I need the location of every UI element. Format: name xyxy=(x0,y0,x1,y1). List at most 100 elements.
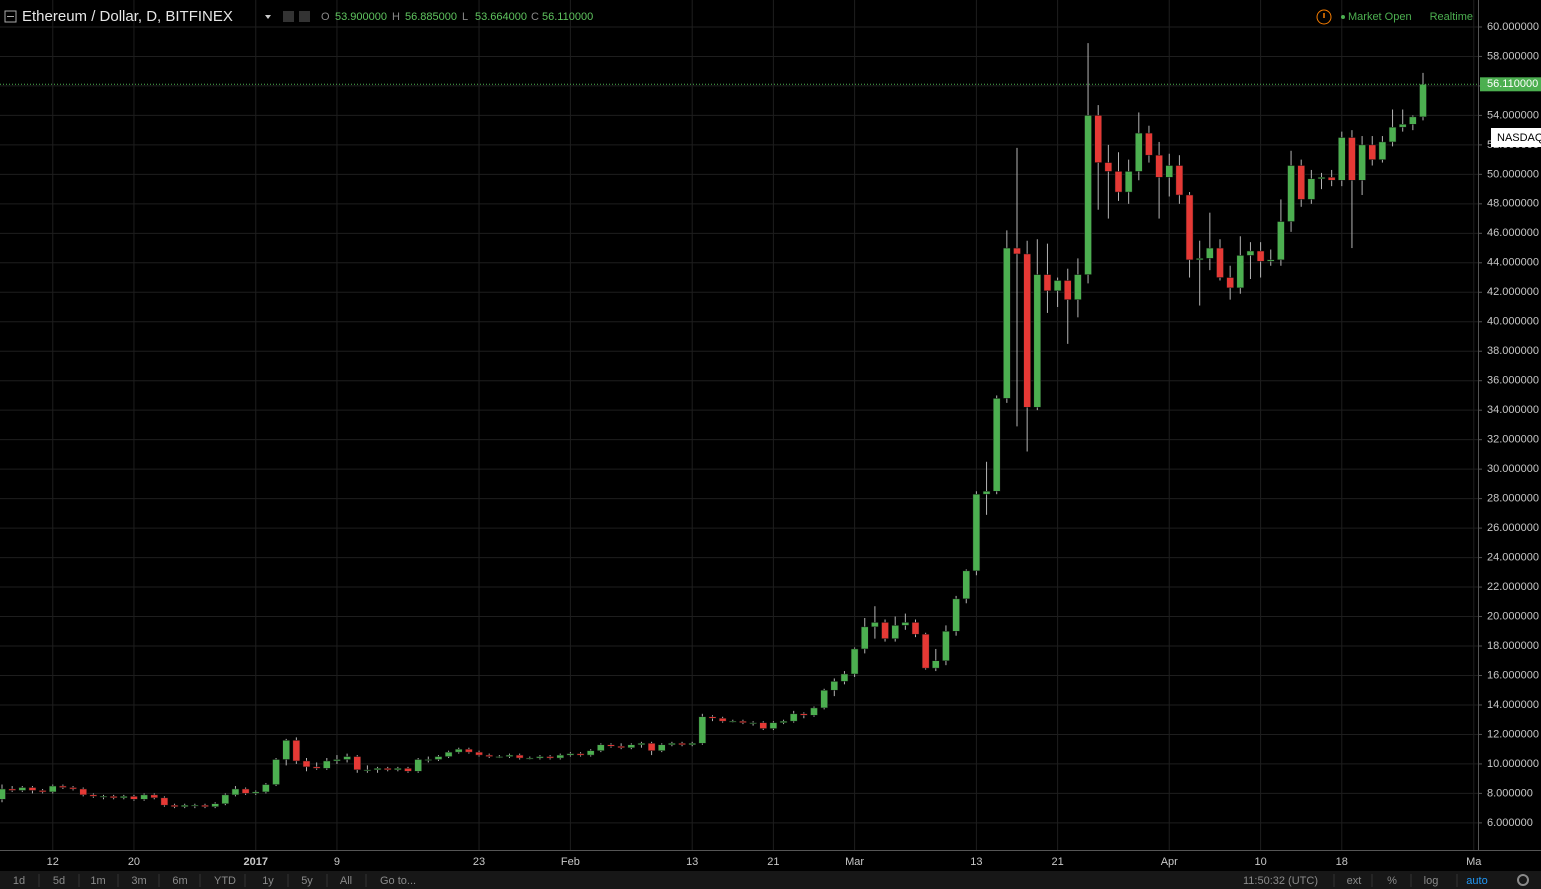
candle-body xyxy=(444,751,453,757)
range-button[interactable]: 1m xyxy=(90,875,105,887)
candle-body xyxy=(992,398,1001,492)
candle-body xyxy=(810,707,818,716)
symbol-dropdown[interactable] xyxy=(265,15,271,19)
candle-body xyxy=(1033,274,1042,408)
y-tick-label: 58.000000 xyxy=(1487,50,1539,62)
candle-body xyxy=(1256,250,1265,262)
candle-body xyxy=(1398,124,1407,128)
x-tick-label: 2017 xyxy=(244,856,268,868)
candle-body xyxy=(556,754,564,759)
y-tick-label: 32.000000 xyxy=(1487,434,1539,446)
candle-body xyxy=(637,743,646,746)
candle-body xyxy=(89,794,98,797)
y-tick-label: 30.000000 xyxy=(1487,463,1539,475)
candle-body xyxy=(485,754,493,757)
candle-body xyxy=(576,753,585,756)
candle-body xyxy=(475,751,483,756)
candle-body xyxy=(982,491,991,495)
candle-body xyxy=(1145,132,1153,156)
y-tick-label: 8.000000 xyxy=(1487,787,1533,799)
candle-body xyxy=(871,622,879,628)
settings-button[interactable] xyxy=(283,11,294,22)
candle-body xyxy=(404,768,412,772)
candle-body xyxy=(1114,171,1123,193)
range-button[interactable]: All xyxy=(340,875,352,887)
symbol-title[interactable]: Ethereum / Dollar, D, BITFINEX xyxy=(22,8,233,25)
candle-body xyxy=(1307,178,1316,200)
candle-body xyxy=(252,791,260,794)
candle-body xyxy=(739,720,747,723)
candle-body xyxy=(688,743,696,746)
candle-body xyxy=(820,689,828,709)
candle-body xyxy=(49,785,57,793)
hide-button[interactable] xyxy=(299,11,310,22)
candle-body xyxy=(1155,154,1163,178)
x-tick-label: 10 xyxy=(1254,856,1266,868)
y-tick-label: 48.000000 xyxy=(1487,198,1539,210)
range-button[interactable]: 5y xyxy=(301,875,313,887)
candle-body xyxy=(647,743,656,751)
candle-body xyxy=(1317,177,1326,180)
alert-icon[interactable] xyxy=(1316,9,1332,25)
candle-body xyxy=(1043,274,1052,292)
candle-body xyxy=(546,756,554,759)
range-button[interactable]: 3m xyxy=(131,875,146,887)
scale-option[interactable]: log xyxy=(1424,875,1439,887)
candle-body xyxy=(1053,280,1062,292)
y-tick-label: 6.000000 xyxy=(1487,817,1533,829)
feed-status: Realtime xyxy=(1430,11,1473,23)
candle-body xyxy=(891,625,899,639)
ohlc-label: H xyxy=(392,11,400,23)
y-tick-label: 36.000000 xyxy=(1487,375,1539,387)
candle-body xyxy=(1135,132,1143,172)
x-tick-label: 23 xyxy=(473,856,485,868)
candle-body xyxy=(231,788,240,796)
candle-body xyxy=(1104,162,1113,172)
candle-body xyxy=(99,796,108,798)
goto-button[interactable]: Go to... xyxy=(380,875,416,887)
x-tick-label: 20 xyxy=(128,856,140,868)
candle-body xyxy=(1165,165,1173,178)
candle-body xyxy=(140,794,148,800)
candle-body xyxy=(1358,144,1366,181)
candle-body xyxy=(698,716,707,744)
x-tick-label: Apr xyxy=(1161,856,1178,868)
candle-body xyxy=(1348,137,1356,181)
settings-icon[interactable] xyxy=(1517,874,1529,886)
y-tick-label: 60.000000 xyxy=(1487,21,1539,33)
candle-body xyxy=(160,797,169,806)
candle-body xyxy=(8,788,16,791)
ohlc-value: 56.885000 xyxy=(405,11,457,23)
scale-option[interactable]: ext xyxy=(1347,875,1362,887)
candle-body xyxy=(383,768,392,771)
y-tick-label: 18.000000 xyxy=(1487,640,1539,652)
candle-body xyxy=(861,626,869,650)
y-tick-label: 20.000000 xyxy=(1487,610,1539,622)
collapse-button[interactable] xyxy=(4,10,17,23)
candle-body xyxy=(800,713,808,716)
candle-body xyxy=(241,788,250,794)
candle-body xyxy=(18,787,27,791)
last-price-label: 56.110000 xyxy=(1487,78,1538,90)
y-tick-label: 28.000000 xyxy=(1487,493,1539,505)
x-tick-label: Ma xyxy=(1466,856,1482,868)
candle-body xyxy=(272,759,280,785)
scale-option[interactable]: auto xyxy=(1466,875,1487,887)
y-tick-label: 10.000000 xyxy=(1487,758,1539,770)
y-tick-label: 24.000000 xyxy=(1487,551,1539,563)
candle-body xyxy=(1236,255,1245,289)
candle-body xyxy=(434,756,443,760)
range-button[interactable]: 1d xyxy=(13,875,25,887)
range-button[interactable]: 6m xyxy=(172,875,187,887)
candle-body xyxy=(262,784,270,793)
candle-body xyxy=(211,803,219,807)
range-button[interactable]: YTD xyxy=(214,875,236,887)
range-button[interactable]: 1y xyxy=(262,875,274,887)
candle-body xyxy=(150,794,158,799)
last-price-tag xyxy=(1480,77,1541,92)
candle-body xyxy=(221,794,230,804)
range-button[interactable]: 5d xyxy=(53,875,65,887)
candle-body xyxy=(526,757,534,760)
scale-option[interactable]: % xyxy=(1387,875,1397,887)
candle-body xyxy=(312,766,321,769)
